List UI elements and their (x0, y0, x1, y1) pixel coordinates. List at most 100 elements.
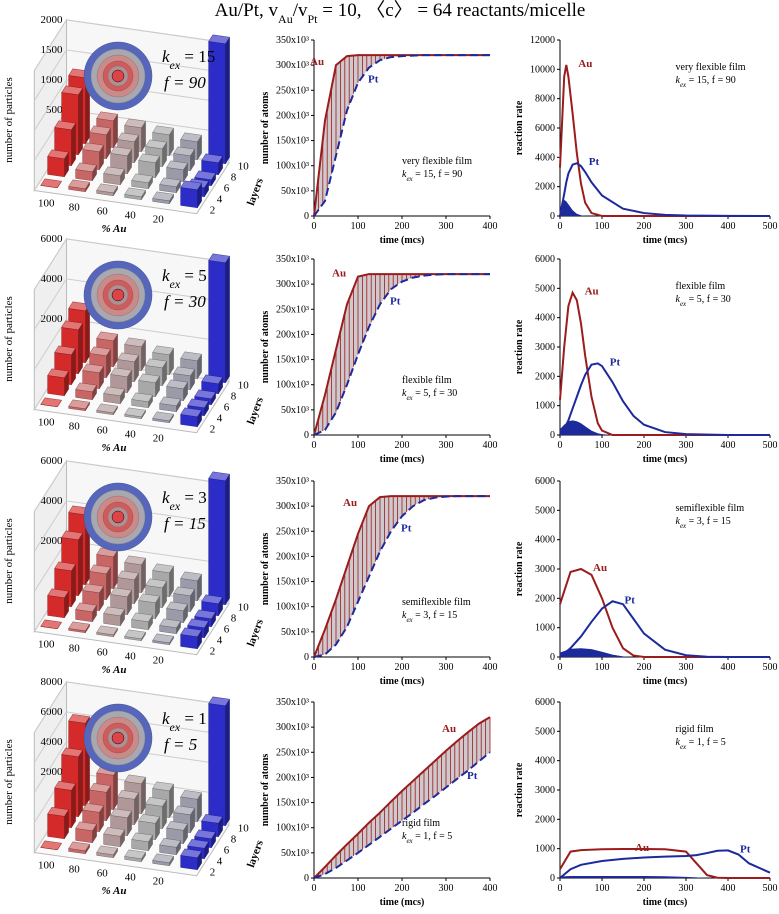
bar-top (47, 368, 69, 379)
bar-top (82, 142, 104, 153)
z-axis-title: layers (245, 838, 266, 869)
bar-top (145, 797, 167, 807)
bar-top (110, 587, 132, 598)
bar-top (208, 696, 230, 707)
bar-top (152, 781, 174, 792)
bar-top (201, 153, 223, 164)
x-axis-title: time (mcs) (643, 454, 688, 465)
annotation: rigid film (676, 724, 714, 735)
bar-top (124, 629, 146, 640)
grid-line (33, 500, 229, 552)
y-tick-label: 200x10³ (276, 110, 309, 121)
bar-top (166, 821, 188, 831)
series-label: Au (442, 723, 456, 735)
y-tick-label: 350x10³ (276, 254, 309, 265)
y-axis-title: number of particles (3, 518, 15, 604)
x-tick-label: 60 (97, 206, 109, 218)
y-tick-label: 350x10³ (276, 697, 309, 708)
y-tick-label: 2000 (535, 371, 555, 382)
y-tick-label: 250x10³ (276, 304, 309, 315)
parameter: kex = 1 (162, 709, 207, 734)
x-tick-label: 0 (312, 221, 317, 232)
x-tick-label: 60 (97, 425, 109, 437)
grid-line (33, 318, 229, 370)
micelle-ring (111, 69, 125, 83)
x-tick-label: 100 (38, 639, 55, 651)
parameter: kex = 1, f = 5 (676, 737, 726, 751)
bar-side (225, 255, 230, 384)
bar-top (89, 564, 111, 575)
bar-top (159, 618, 181, 629)
x-tick-label: 100 (595, 440, 610, 451)
x-axis-title: time (mcs) (380, 454, 425, 465)
x-axis-title: time (mcs) (643, 897, 688, 908)
x-tick-label: 100 (351, 440, 366, 451)
annotation: flexible film (402, 375, 452, 386)
param-symbol: k (162, 488, 170, 507)
series-line (559, 362, 770, 436)
x-axis-title: time (mcs) (380, 235, 425, 246)
bar-front (208, 478, 226, 606)
x-tick-label: 0 (312, 883, 317, 894)
bar (103, 606, 125, 627)
param-symbol: k (162, 47, 170, 66)
bar-top (180, 627, 202, 638)
y-tick-label: 6000 (41, 706, 64, 718)
x-tick-label: 100 (595, 662, 610, 673)
x-tick-label: 500 (763, 662, 778, 673)
bar-top (96, 403, 118, 414)
series-line (559, 600, 770, 658)
x-axis-title: % Au (102, 885, 127, 897)
title-part: = 10, 〈c〉 = 64 reactants/micelle (318, 0, 586, 21)
x-axis-title: % Au (102, 223, 127, 235)
x-tick-label: 60 (97, 868, 109, 880)
x-tick-label: 100 (38, 860, 55, 872)
x-axis-title: time (mcs) (380, 897, 425, 908)
bar-top (103, 166, 125, 177)
y-axis-title: number of atoms (260, 533, 271, 606)
bar-front (47, 813, 65, 840)
bar (152, 191, 174, 205)
series-label: Au (585, 286, 599, 298)
bar-top (117, 570, 139, 581)
bar-top (159, 838, 181, 848)
bar-side (71, 122, 76, 167)
parameter: kex = 15, f = 90 (676, 75, 736, 89)
bar (208, 253, 230, 384)
z-tick-label: 2 (210, 867, 216, 879)
x-tick-label: 500 (763, 883, 778, 894)
y-tick-label: 50x10³ (281, 405, 309, 416)
bar (159, 396, 181, 413)
x-tick-label: 400 (721, 440, 736, 451)
y-tick-label: 250x10³ (276, 526, 309, 537)
y-tick-label: 250x10³ (276, 85, 309, 96)
parameter: f = 5 (164, 735, 197, 754)
param-value: = 3, f = 15 (686, 516, 731, 527)
parameter: kex = 1, f = 5 (402, 831, 452, 845)
y-tick-label: 4000 (535, 535, 555, 546)
bar-top (159, 177, 181, 188)
bar-top (96, 183, 118, 194)
bar-top (124, 118, 146, 129)
y-tick-label: 5000 (535, 505, 555, 516)
series-label: Pt (390, 295, 401, 307)
series-line (559, 567, 770, 658)
param-subscript: ex (680, 300, 687, 308)
bar-top (103, 386, 125, 397)
x-tick-label: 80 (69, 643, 81, 655)
bar-top (180, 351, 202, 362)
bar-top (166, 379, 188, 390)
z-tick-label: 6 (224, 845, 230, 857)
bar (201, 153, 223, 176)
bar (152, 411, 174, 424)
param-value: = 5, f = 30 (413, 388, 458, 399)
x-axis-title: time (mcs) (643, 235, 688, 246)
series-label: Pt (368, 74, 379, 86)
bar-top (187, 398, 209, 409)
bar (208, 34, 230, 165)
bar-top (82, 363, 104, 374)
y-tick-label: 200x10³ (276, 329, 309, 340)
bar (152, 853, 174, 867)
x-tick-label: 400 (483, 883, 498, 894)
y-tick-label: 0 (550, 652, 555, 663)
